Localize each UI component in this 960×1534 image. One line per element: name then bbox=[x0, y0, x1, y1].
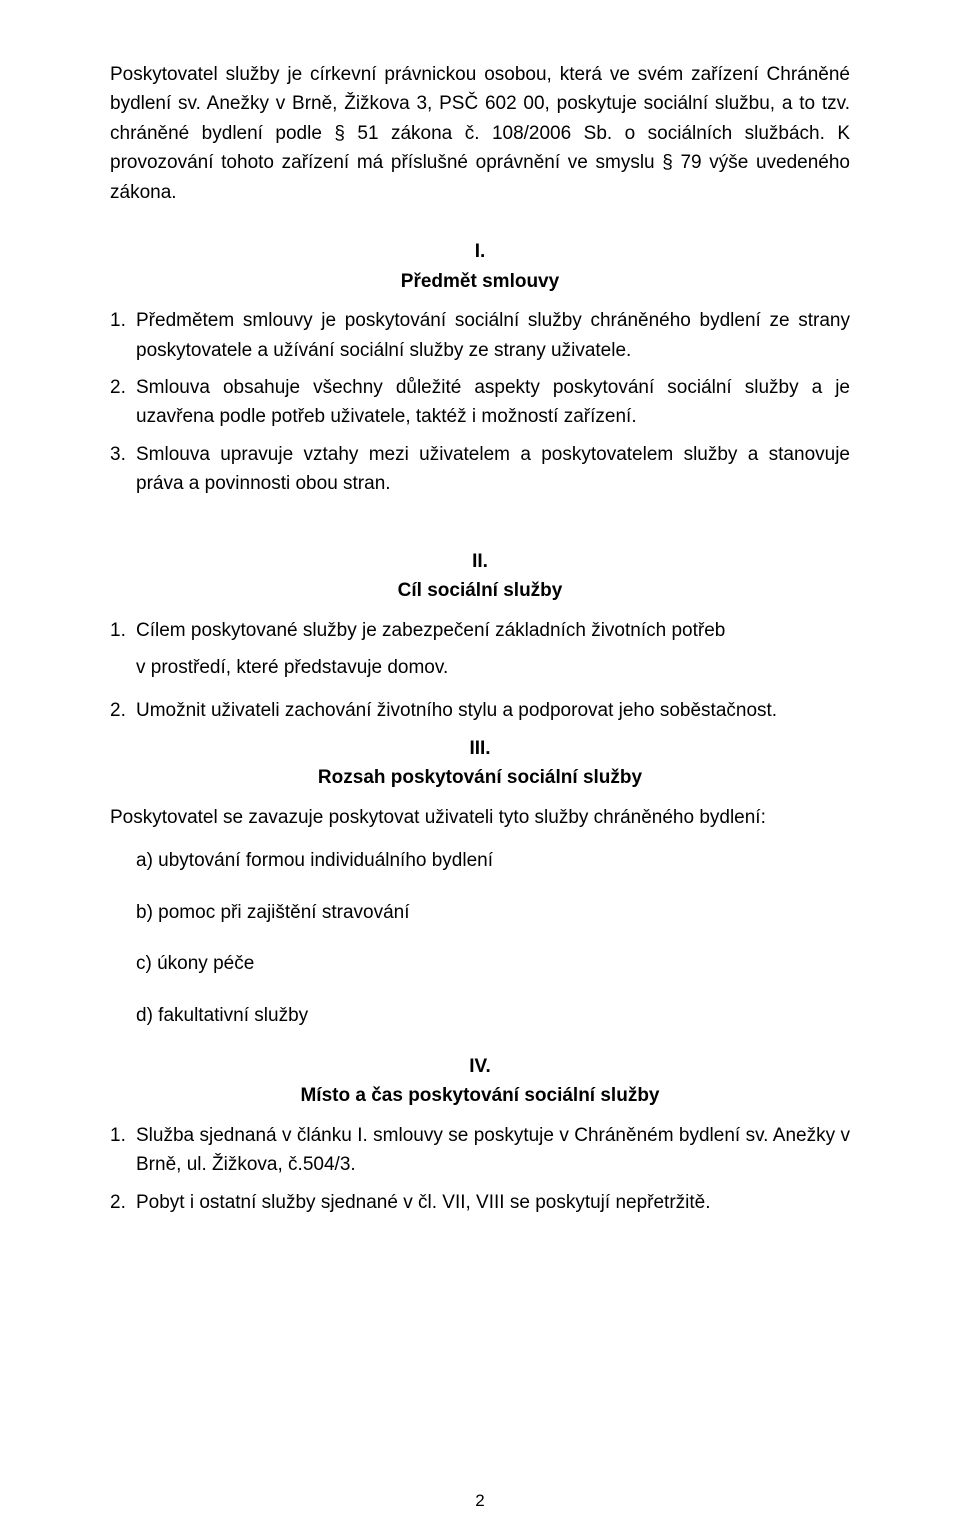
s2-item-1-cont: v prostředí, které představuje domov. bbox=[136, 653, 850, 682]
s4-item-2: 2. Pobyt i ostatní služby sjednané v čl.… bbox=[110, 1188, 850, 1217]
list-text: Předmětem smlouvy je poskytování sociáln… bbox=[136, 306, 850, 365]
list-number: 1. bbox=[110, 306, 136, 365]
section-1-number: I. bbox=[110, 237, 850, 266]
s3-item-a: a) ubytování formou individuálního bydle… bbox=[136, 846, 850, 875]
list-number: 1. bbox=[110, 1121, 136, 1180]
section-3-title: Rozsah poskytování sociální služby bbox=[110, 763, 850, 792]
list-text: Cílem poskytované služby je zabezpečení … bbox=[136, 616, 850, 645]
s1-item-2: 2. Smlouva obsahuje všechny důležité asp… bbox=[110, 373, 850, 432]
s3-item-d: d) fakultativní služby bbox=[136, 1001, 850, 1030]
page-number: 2 bbox=[0, 1488, 960, 1514]
section-2-title: Cíl sociální služby bbox=[110, 576, 850, 605]
s3-lead: Poskytovatel se zavazuje poskytovat uživ… bbox=[110, 803, 850, 832]
section-2-number: II. bbox=[110, 547, 850, 576]
s4-item-1: 1. Služba sjednaná v článku I. smlouvy s… bbox=[110, 1121, 850, 1180]
s1-item-3: 3. Smlouva upravuje vztahy mezi uživatel… bbox=[110, 440, 850, 499]
s2-item-2: 2. Umožnit uživateli zachování životního… bbox=[110, 696, 850, 725]
s2-item-1: 1. Cílem poskytované služby je zabezpeče… bbox=[110, 616, 850, 645]
section-3-number: III. bbox=[110, 734, 850, 763]
s3-item-c: c) úkony péče bbox=[136, 949, 850, 978]
list-text: Umožnit uživateli zachování životního st… bbox=[136, 696, 850, 725]
section-1-title: Předmět smlouvy bbox=[110, 267, 850, 296]
list-number: 2. bbox=[110, 373, 136, 432]
intro-paragraph: Poskytovatel služby je církevní právnick… bbox=[110, 60, 850, 207]
list-number: 2. bbox=[110, 1188, 136, 1217]
section-4-title: Místo a čas poskytování sociální služby bbox=[110, 1081, 850, 1110]
list-text: Smlouva upravuje vztahy mezi uživatelem … bbox=[136, 440, 850, 499]
document-page: Poskytovatel služby je církevní právnick… bbox=[0, 0, 960, 1534]
s3-item-b: b) pomoc při zajištění stravování bbox=[136, 898, 850, 927]
list-text: Služba sjednaná v článku I. smlouvy se p… bbox=[136, 1121, 850, 1180]
s1-item-1: 1. Předmětem smlouvy je poskytování soci… bbox=[110, 306, 850, 365]
list-number: 2. bbox=[110, 696, 136, 725]
list-number: 3. bbox=[110, 440, 136, 499]
section-4-number: IV. bbox=[110, 1052, 850, 1081]
list-text: Pobyt i ostatní služby sjednané v čl. VI… bbox=[136, 1188, 850, 1217]
list-text: Smlouva obsahuje všechny důležité aspekt… bbox=[136, 373, 850, 432]
list-number: 1. bbox=[110, 616, 136, 645]
